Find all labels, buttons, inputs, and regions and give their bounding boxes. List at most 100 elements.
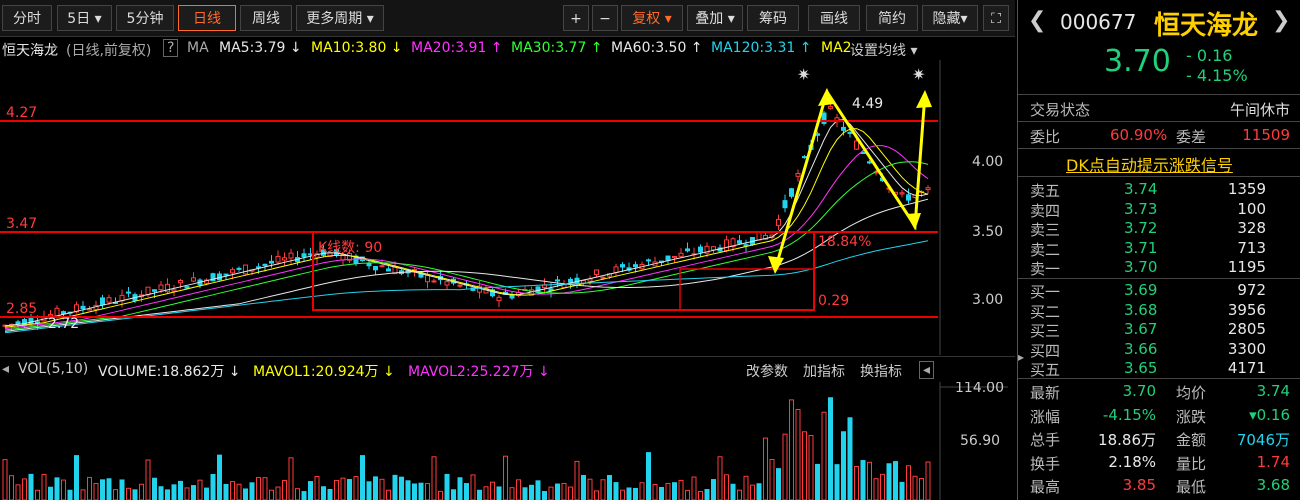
volume-bar bbox=[730, 483, 736, 500]
volume-bar bbox=[230, 481, 235, 500]
candle bbox=[373, 265, 378, 271]
volume-bar bbox=[795, 408, 801, 500]
ma-label: MA bbox=[187, 40, 209, 56]
volume-bar bbox=[347, 479, 352, 500]
order-book-row[interactable]: 卖二 3.71 713 bbox=[1026, 238, 1294, 259]
order-book-row[interactable]: 买四 3.66 3300 bbox=[1026, 339, 1294, 360]
volume-bar bbox=[522, 487, 528, 500]
volume-bar bbox=[2, 459, 8, 500]
order-book-row[interactable]: 买三 3.67 2805 bbox=[1026, 320, 1294, 340]
level-price: 3.67 bbox=[1124, 320, 1158, 338]
arrow-head-up-1 bbox=[818, 88, 834, 106]
edit-params-button[interactable]: 改参数 bbox=[746, 364, 788, 380]
volume-bar bbox=[67, 489, 73, 500]
order-book-row[interactable]: 买一 3.69 972 bbox=[1026, 281, 1294, 301]
level-price: 3.73 bbox=[1124, 199, 1158, 218]
volume-bar bbox=[659, 487, 664, 500]
volume-bar bbox=[269, 489, 274, 500]
volume-bar bbox=[574, 460, 580, 500]
tab-daily[interactable]: 日线 bbox=[178, 5, 236, 31]
simple-button[interactable]: 简约 bbox=[866, 5, 918, 31]
ma-settings-button[interactable]: 设置均线 ▾ bbox=[850, 40, 917, 60]
more-periods-label: 更多周期 bbox=[306, 11, 363, 27]
level-volume: 1195 bbox=[1227, 258, 1266, 276]
volume-bar bbox=[587, 478, 593, 500]
help-icon[interactable]: ? bbox=[163, 39, 179, 57]
candle bbox=[74, 304, 79, 313]
candle bbox=[210, 273, 216, 282]
tab-5min[interactable]: 5分钟 bbox=[116, 5, 174, 31]
volume-chart[interactable]: 114.00 56.90 bbox=[0, 382, 1015, 500]
candle bbox=[126, 291, 131, 294]
candlestick-chart[interactable]: 4.27 3.47 2.85 K线数: 90 18.84% 0.29 ✷ ✷ 4… bbox=[0, 60, 1015, 355]
stat-label: 涨幅 bbox=[1030, 407, 1061, 426]
add-indicator-button[interactable]: 加指标 bbox=[803, 364, 845, 380]
order-book-row[interactable]: 买二 3.68 3956 bbox=[1026, 300, 1294, 321]
level-volume: 3956 bbox=[1227, 300, 1266, 319]
volume-bar bbox=[113, 489, 118, 500]
ma120-value: MA120:3.31 ↑ bbox=[711, 40, 812, 56]
fuquan-button[interactable]: 复权 ▾ bbox=[621, 5, 683, 31]
candle bbox=[386, 268, 391, 272]
order-book-row[interactable]: 卖五 3.74 1359 bbox=[1026, 180, 1294, 200]
volume-bar bbox=[418, 482, 424, 500]
order-book-row[interactable]: 卖四 3.73 100 bbox=[1026, 199, 1294, 220]
weibi-row: 委比 60.90% 委差 11509 bbox=[1026, 126, 1294, 146]
more-icon[interactable]: ◂ bbox=[919, 361, 935, 379]
next-stock-icon[interactable]: ❯ bbox=[1272, 8, 1291, 33]
order-book-row[interactable]: 卖一 3.70 1195 bbox=[1026, 258, 1294, 278]
chart-toolbar: 分时 5日 ▾ 5分钟 日线 周线 更多周期 ▾ + − 复权 ▾ 叠加 ▾ 筹… bbox=[0, 0, 1015, 37]
tab-intraday[interactable]: 分时 bbox=[2, 5, 52, 31]
fuquan-label: 复权 bbox=[632, 11, 661, 27]
stat-value: 18.86万 bbox=[1098, 431, 1156, 449]
volume-bar bbox=[295, 488, 300, 500]
zoom-out-button[interactable]: − bbox=[592, 5, 618, 31]
switch-indicator-button[interactable]: 换指标 bbox=[860, 364, 902, 380]
vol-indicator-label: VOL(5,10) bbox=[18, 361, 89, 377]
level-price: 3.71 bbox=[1124, 238, 1158, 257]
volume-bar bbox=[925, 461, 931, 500]
panel-collapse-icon[interactable]: ▸ bbox=[1018, 350, 1025, 364]
level-price: 3.74 bbox=[1124, 180, 1158, 198]
zoom-in-button[interactable]: + bbox=[563, 5, 589, 31]
volume-bar bbox=[321, 486, 326, 500]
order-book-row[interactable]: 卖三 3.72 328 bbox=[1026, 219, 1294, 239]
volume-bar bbox=[737, 489, 742, 500]
volume-bar bbox=[834, 464, 840, 500]
volume-bar bbox=[477, 489, 482, 500]
volume-bar bbox=[717, 456, 723, 500]
volume-bar bbox=[431, 456, 437, 500]
candle bbox=[288, 252, 294, 259]
volume-bar bbox=[379, 478, 385, 500]
volume-bar bbox=[516, 479, 521, 500]
candle bbox=[301, 253, 307, 258]
tab-weekly[interactable]: 周线 bbox=[240, 5, 292, 31]
level-volume: 328 bbox=[1237, 219, 1266, 237]
candle bbox=[776, 218, 781, 226]
candle bbox=[223, 273, 229, 276]
pct-label-2: 0.29 bbox=[818, 293, 849, 309]
hide-button[interactable]: 隐藏▾ bbox=[922, 5, 978, 31]
volume-bar bbox=[438, 490, 443, 500]
tab-more-periods[interactable]: 更多周期 ▾ bbox=[296, 5, 384, 31]
fullscreen-icon[interactable]: ⛶ bbox=[983, 5, 1009, 31]
volume-bar bbox=[854, 465, 859, 500]
level-price: 3.66 bbox=[1124, 339, 1158, 358]
collapse-icon[interactable]: ◂ bbox=[2, 361, 10, 377]
volume-bar bbox=[665, 482, 671, 500]
volume-bar bbox=[769, 459, 775, 500]
arrow-head-down bbox=[906, 213, 921, 230]
price-change: - 0.16 bbox=[1186, 46, 1233, 65]
chips-button[interactable]: 筹码 bbox=[747, 5, 799, 31]
order-book-row[interactable]: 买五 3.65 4171 bbox=[1026, 359, 1294, 379]
quote-panel: ❮ 000677 恒天海龙 ❯ 3.70 - 0.16 - 4.15% 交易状态… bbox=[1017, 0, 1300, 500]
overlay-button[interactable]: 叠加 ▾ bbox=[687, 5, 743, 31]
volume-bar bbox=[236, 483, 242, 500]
volume-bar bbox=[789, 399, 794, 500]
dk-signal-link[interactable]: DK点自动提示涨跌信号 bbox=[1066, 156, 1233, 175]
prev-stock-icon[interactable]: ❮ bbox=[1028, 8, 1047, 33]
level-label: 卖四 bbox=[1030, 201, 1061, 220]
candle bbox=[230, 269, 235, 274]
tab-5day[interactable]: 5日 ▾ bbox=[57, 5, 112, 31]
draw-line-button[interactable]: 画线 bbox=[808, 5, 860, 31]
